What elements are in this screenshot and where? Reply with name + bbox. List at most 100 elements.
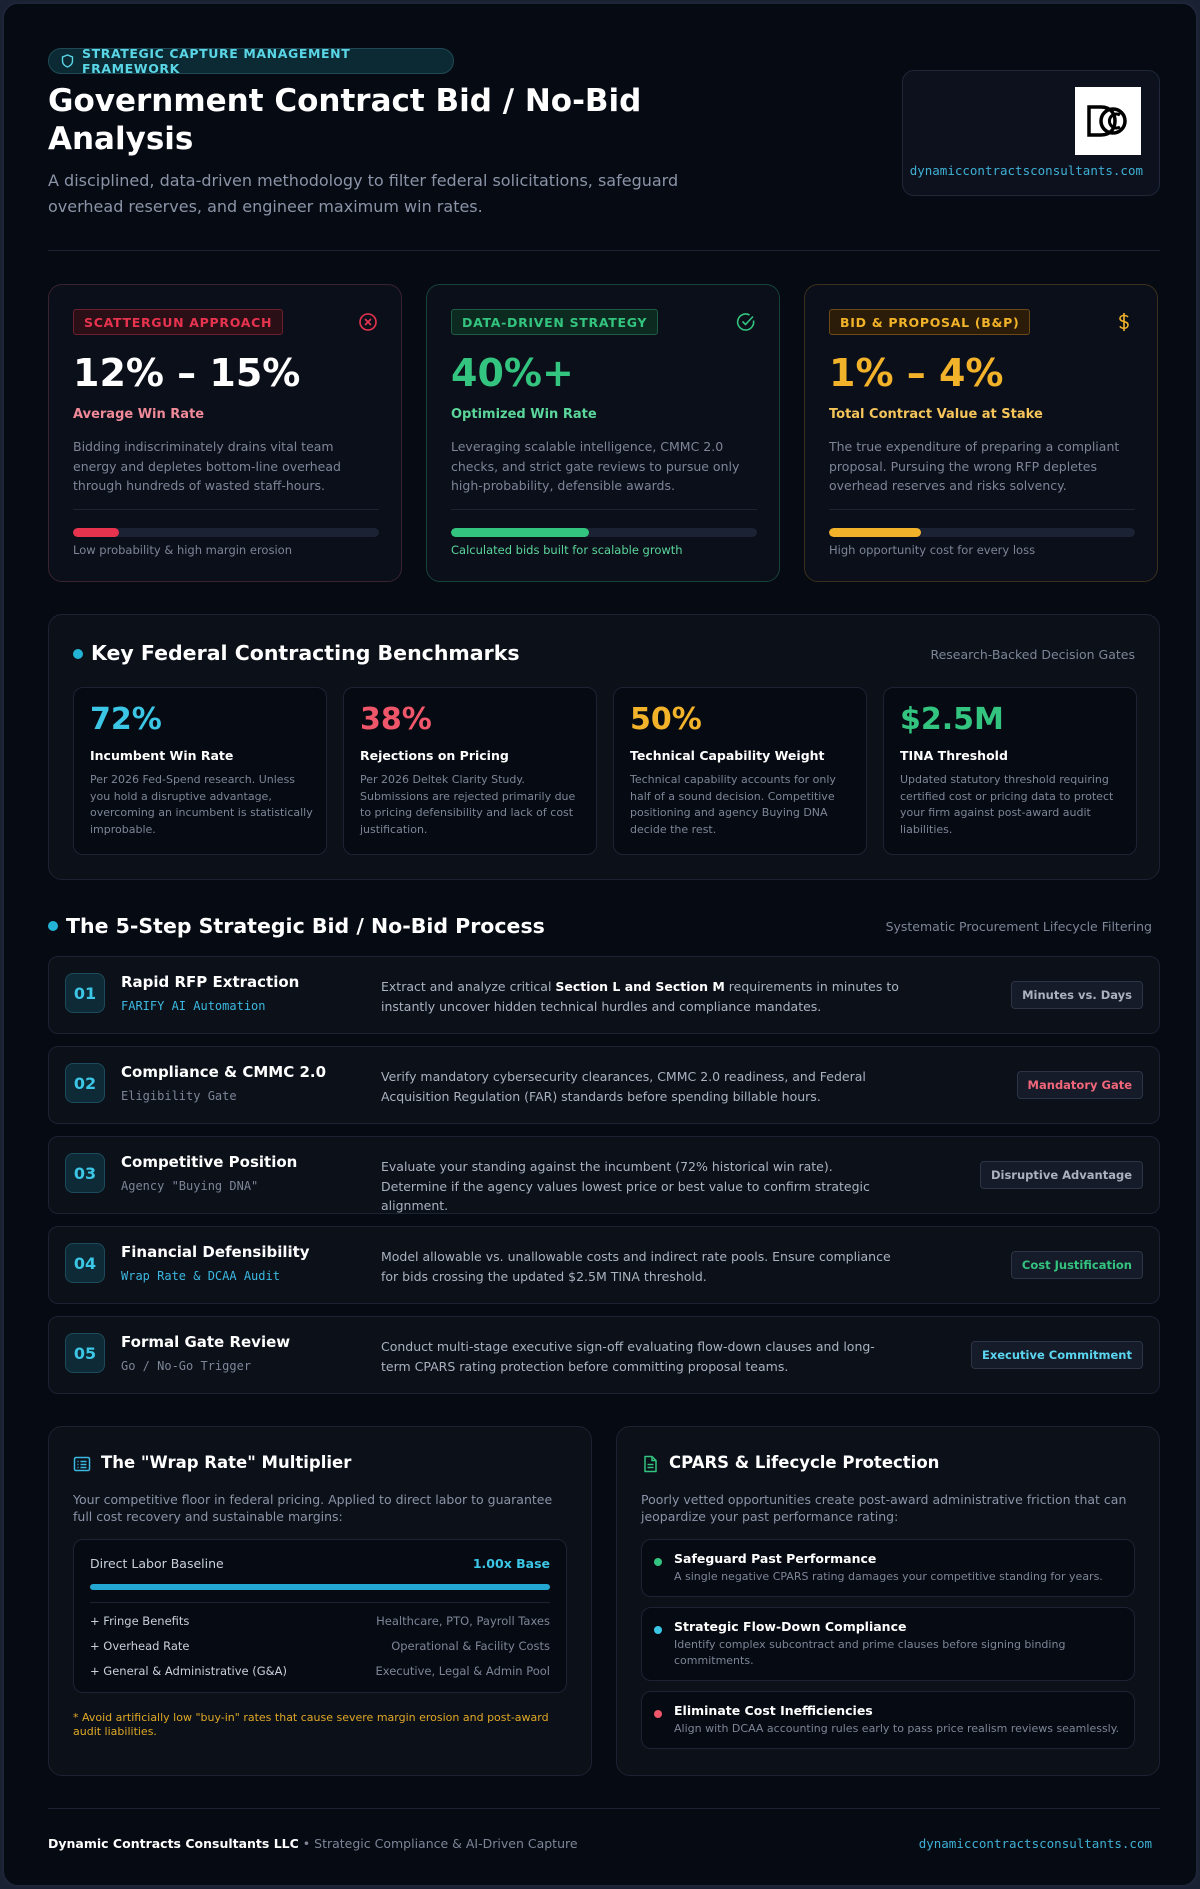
benchmark-label: Rejections on Pricing <box>360 748 509 763</box>
stat-tag: SCATTERGUN APPROACH <box>73 309 284 335</box>
wrap-rate-desc: Your competitive floor in federal pricin… <box>73 1492 553 1524</box>
stat-label: Optimized Win Rate <box>451 407 597 422</box>
benchmark-description: Updated statutory threshold requiring ce… <box>900 773 1114 836</box>
cpars-item-description: Identify complex subcontract and prime c… <box>674 1638 1066 1667</box>
framework-badge-label: STRATEGIC CAPTURE MANAGEMENT FRAMEWORK <box>81 46 351 76</box>
stat-progress-fill <box>829 528 921 537</box>
stat-description: The true expenditure of preparing a comp… <box>829 439 1120 493</box>
status-dot <box>654 1558 662 1566</box>
benchmark-label: TINA Threshold <box>900 748 1008 763</box>
step-description: Evaluate your standing against the incum… <box>381 1159 870 1213</box>
stat-card: DATA-DRIVEN STRATEGY 40%+ Optimized Win Ra… <box>426 284 780 582</box>
baseline-row: Direct Labor Baseline 1.00x Base <box>90 1556 550 1571</box>
benchmarks-title: Key Federal Contracting Benchmarks <box>91 641 520 665</box>
logo-card[interactable]: dynamiccontractsconsultants.com <box>902 70 1160 196</box>
benchmark-description: Per 2026 Fed-Spend research. Unless you … <box>90 773 313 836</box>
stat-description: Leveraging scalable intelligence, CMMC 2… <box>451 439 740 493</box>
step-description: Verify mandatory cybersecurity clearance… <box>381 1069 866 1104</box>
benchmark-label: Technical Capability Weight <box>630 748 825 763</box>
step-name: Competitive Position <box>121 1153 298 1171</box>
benchmark-value: 38% <box>360 702 432 737</box>
benchmarks-panel: Key Federal Contracting Benchmarks Resea… <box>48 614 1160 880</box>
step-subtitle: FARIFY AI Automation <box>121 999 266 1013</box>
step-description: Extract and analyze critical Section L a… <box>381 979 899 1014</box>
baseline-value: 1.00x Base <box>472 1556 550 1571</box>
stat-card: SCATTERGUN APPROACH 12% – 15% Average Win … <box>48 284 402 582</box>
step-name: Financial Defensibility <box>121 1243 310 1261</box>
step-subtitle: Wrap Rate & DCAA Audit <box>121 1269 280 1283</box>
wrap-rate-panel: The "Wrap Rate" Multiplier Your competit… <box>48 1426 592 1776</box>
step-number: 03 <box>65 1153 105 1193</box>
section-dot <box>73 649 83 659</box>
benchmark-description: Technical capability accounts for only h… <box>630 773 836 836</box>
divider <box>73 509 379 510</box>
wrap-rate-row: + Fringe Benefits Healthcare, PTO, Payrol… <box>90 1614 550 1628</box>
baseline-bar <box>90 1584 550 1590</box>
dollar-icon <box>1113 311 1135 333</box>
process-title: The 5-Step Strategic Bid / No-Bid Proces… <box>66 914 545 938</box>
divider <box>451 509 757 510</box>
baseline-label: Direct Labor Baseline <box>90 1556 224 1571</box>
footer-company-name: Dynamic Contracts Consultants LLC <box>48 1836 299 1851</box>
cpars-item-title: Eliminate Cost Inefficiencies <box>674 1703 873 1718</box>
step-subtitle: Agency "Buying DNA" <box>121 1179 259 1193</box>
cpars-item-title: Strategic Flow-Down Compliance <box>674 1619 907 1634</box>
wrap-rate-row-value: Healthcare, PTO, Payroll Taxes <box>376 1614 550 1628</box>
step-name: Rapid RFP Extraction <box>121 973 300 991</box>
wrap-rate-row-label: + Overhead Rate <box>90 1639 190 1653</box>
step-badge: Mandatory Gate <box>1016 1071 1143 1099</box>
wrap-rate-row: + Overhead Rate Operational & Facility Co… <box>90 1639 550 1653</box>
cpars-item-description: A single negative CPARS rating damages y… <box>674 1570 1103 1583</box>
cpars-item-title: Safeguard Past Performance <box>674 1551 877 1566</box>
step-badge: Disruptive Advantage <box>979 1161 1143 1189</box>
document-icon <box>644 1455 657 1473</box>
wrap-rate-row-value: Executive, Legal & Admin Pool <box>375 1664 551 1678</box>
process-step: 05 Formal Gate Review Go / No-Go Trigger Co… <box>48 1316 1160 1394</box>
stat-footer: Calculated bids built for scalable growt… <box>451 543 683 557</box>
cpars-item: Eliminate Cost Inefficiencies Align with … <box>641 1691 1135 1749</box>
list-icon <box>73 1456 91 1472</box>
step-name: Compliance & CMMC 2.0 <box>121 1063 327 1081</box>
benchmark-value: 50% <box>630 702 702 737</box>
stat-progress-fill <box>451 528 589 537</box>
page-title: Government Contract Bid / No-Bid Analysi… <box>48 83 642 157</box>
benchmark-card: $2.5M TINA Threshold Updated statutory thr… <box>883 687 1137 855</box>
step-badge: Executive Commitment <box>970 1341 1143 1369</box>
benchmark-value: 72% <box>90 702 162 737</box>
process-step: 03 Competitive Position Agency "Buying DNA… <box>48 1136 1160 1214</box>
stat-label: Total Contract Value at Stake <box>829 407 1043 422</box>
footer-url-link[interactable]: dynamiccontractsconsultants.com <box>918 1836 1152 1851</box>
stat-progress-bar <box>73 528 379 537</box>
step-badge: Minutes vs. Days <box>1011 981 1143 1009</box>
benchmark-card: 50% Technical Capability Weight Technical … <box>613 687 867 855</box>
footer-tagline: • Strategic Compliance & AI-Driven Captu… <box>298 1836 578 1851</box>
framework-badge: STRATEGIC CAPTURE MANAGEMENT FRAMEWORK <box>48 46 454 76</box>
benchmarks-subtitle: Research-Backed Decision Gates <box>930 647 1135 662</box>
stat-tag: BID & PROPOSAL (B&P) <box>829 309 1031 335</box>
wrap-rate-breakdown: Direct Labor Baseline 1.00x Base + Fring… <box>73 1539 567 1693</box>
status-dot <box>654 1710 662 1718</box>
x-circle-icon <box>357 311 379 333</box>
shield-icon <box>61 54 74 68</box>
step-subtitle: Go / No-Go Trigger <box>121 1359 252 1373</box>
cpars-title: CPARS & Lifecycle Protection <box>669 1453 940 1472</box>
step-description: Model allowable vs. unallowable costs an… <box>381 1249 891 1284</box>
section-dot <box>48 921 58 931</box>
logo-url-link[interactable]: dynamiccontractsconsultants.com <box>909 163 1143 178</box>
process-step: 04 Financial Defensibility Wrap Rate & DCA… <box>48 1226 1160 1304</box>
benchmark-label: Incumbent Win Rate <box>90 748 234 763</box>
check-circle-icon <box>735 311 757 333</box>
cpars-item: Strategic Flow-Down Compliance Identify c… <box>641 1607 1135 1681</box>
divider <box>48 250 1160 251</box>
stat-description: Bidding indiscriminately drains vital te… <box>73 439 341 493</box>
step-number: 05 <box>65 1333 105 1373</box>
step-number: 02 <box>65 1063 105 1103</box>
wrap-rate-row-value: Operational & Facility Costs <box>391 1639 550 1653</box>
stat-value: 1% – 4% <box>829 351 1004 395</box>
stat-progress-bar <box>451 528 757 537</box>
wrap-rate-note: * Avoid artificially low "buy-in" rates … <box>73 1711 549 1738</box>
stat-tag: DATA-DRIVEN STRATEGY <box>451 309 659 335</box>
benchmark-card: 38% Rejections on Pricing Per 2026 Deltek … <box>343 687 597 855</box>
benchmark-card: 72% Incumbent Win Rate Per 2026 Fed-Spend … <box>73 687 327 855</box>
